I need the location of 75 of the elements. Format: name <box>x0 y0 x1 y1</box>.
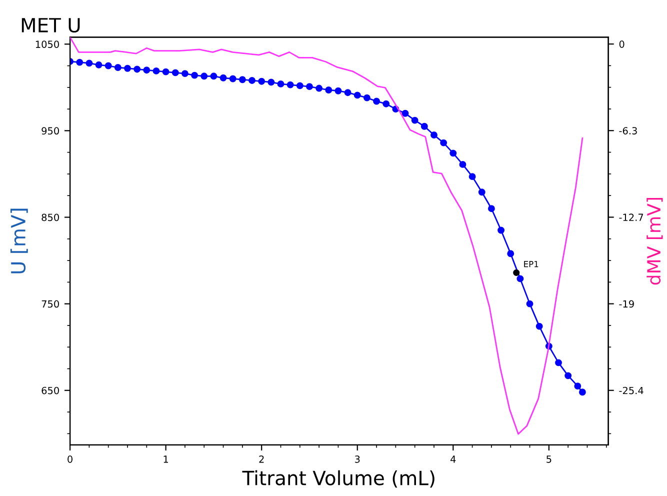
point <box>162 68 170 76</box>
point <box>286 81 294 88</box>
point <box>124 64 131 72</box>
x-tick-label: 4 <box>450 456 456 463</box>
point <box>411 116 418 124</box>
point <box>104 62 112 70</box>
point <box>268 78 275 86</box>
y2-axis-title: dMV [mV] <box>646 198 663 285</box>
point <box>238 76 246 84</box>
point <box>325 86 332 94</box>
y-tick-label: 1050 <box>36 40 59 48</box>
y2-tick-label: 0 <box>619 40 624 48</box>
point <box>536 322 543 330</box>
y2-tick-label: -19 <box>619 300 634 308</box>
point <box>220 74 227 82</box>
chart-title: MET U <box>22 18 80 33</box>
x-tick-label: 2 <box>259 456 264 463</box>
point <box>574 382 582 390</box>
point <box>114 64 122 71</box>
point <box>468 173 476 180</box>
point <box>516 275 524 282</box>
point <box>555 359 562 366</box>
y-tick-label: 650 <box>42 386 59 394</box>
point <box>181 70 188 78</box>
point <box>507 250 514 258</box>
point <box>459 160 466 168</box>
line-series <box>70 37 584 435</box>
y-axis-title: U [mV] <box>10 208 28 274</box>
point <box>316 84 323 92</box>
y-tick-label: 950 <box>42 127 59 135</box>
point <box>172 69 179 76</box>
point <box>334 87 342 94</box>
point <box>363 94 370 102</box>
point <box>564 372 572 380</box>
y2-tick-label: -12.7 <box>619 214 644 221</box>
point <box>430 132 438 138</box>
x-axis-title: Titrant Volume (mL) <box>242 470 434 488</box>
point <box>420 122 428 130</box>
y-tick-label: 750 <box>42 300 59 308</box>
point <box>248 77 256 84</box>
point <box>402 110 409 117</box>
point <box>306 83 313 90</box>
x-tick-label: 5 <box>546 456 552 463</box>
point <box>478 188 486 196</box>
point <box>210 72 218 80</box>
x-tick-label: 3 <box>355 456 360 463</box>
point <box>488 205 495 212</box>
point <box>498 226 505 234</box>
point <box>526 300 534 308</box>
point <box>578 388 586 396</box>
point <box>440 139 448 146</box>
x-tick-label: 0 <box>68 456 72 463</box>
point <box>373 98 380 105</box>
point <box>95 61 102 68</box>
point <box>134 66 141 73</box>
point <box>191 72 198 79</box>
point <box>450 150 457 157</box>
point <box>76 58 84 66</box>
y-tick-label: 850 <box>42 214 59 222</box>
point <box>382 100 390 108</box>
point <box>513 269 520 276</box>
point <box>296 82 304 90</box>
point <box>200 72 208 80</box>
point <box>344 89 352 96</box>
point <box>229 75 236 82</box>
point <box>277 80 284 88</box>
point <box>354 92 361 99</box>
y2-tick-label: -6.3 <box>619 127 637 134</box>
y2-tick-label: -25.4 <box>619 386 644 394</box>
annotation: EP1 <box>524 261 538 268</box>
point <box>143 66 150 74</box>
x-tick-label: 1 <box>164 456 168 463</box>
point <box>86 60 93 67</box>
point <box>152 67 160 74</box>
point <box>258 78 266 85</box>
